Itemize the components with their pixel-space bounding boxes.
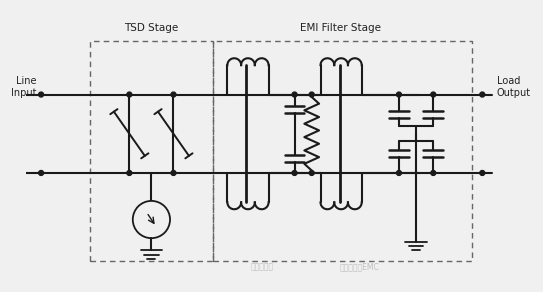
Text: TSD Stage: TSD Stage: [124, 23, 179, 33]
Text: Line
Input: Line Input: [11, 77, 36, 98]
Circle shape: [127, 171, 132, 175]
Circle shape: [39, 92, 43, 97]
Circle shape: [127, 92, 132, 97]
Circle shape: [310, 171, 314, 175]
Circle shape: [480, 171, 485, 175]
Text: EMI Filter Stage: EMI Filter Stage: [300, 23, 381, 33]
Circle shape: [431, 171, 435, 175]
Circle shape: [171, 171, 176, 175]
Text: Load
Output: Load Output: [497, 77, 531, 98]
Circle shape: [310, 92, 314, 97]
Circle shape: [292, 171, 297, 175]
Circle shape: [39, 171, 43, 175]
Text: 代电磁兼容EMC: 代电磁兼容EMC: [340, 262, 380, 271]
Circle shape: [396, 92, 401, 97]
Circle shape: [171, 92, 176, 97]
Text: 电子产品物: 电子产品物: [250, 262, 273, 271]
Circle shape: [292, 92, 297, 97]
Circle shape: [396, 171, 401, 175]
Circle shape: [480, 92, 485, 97]
Circle shape: [431, 92, 435, 97]
